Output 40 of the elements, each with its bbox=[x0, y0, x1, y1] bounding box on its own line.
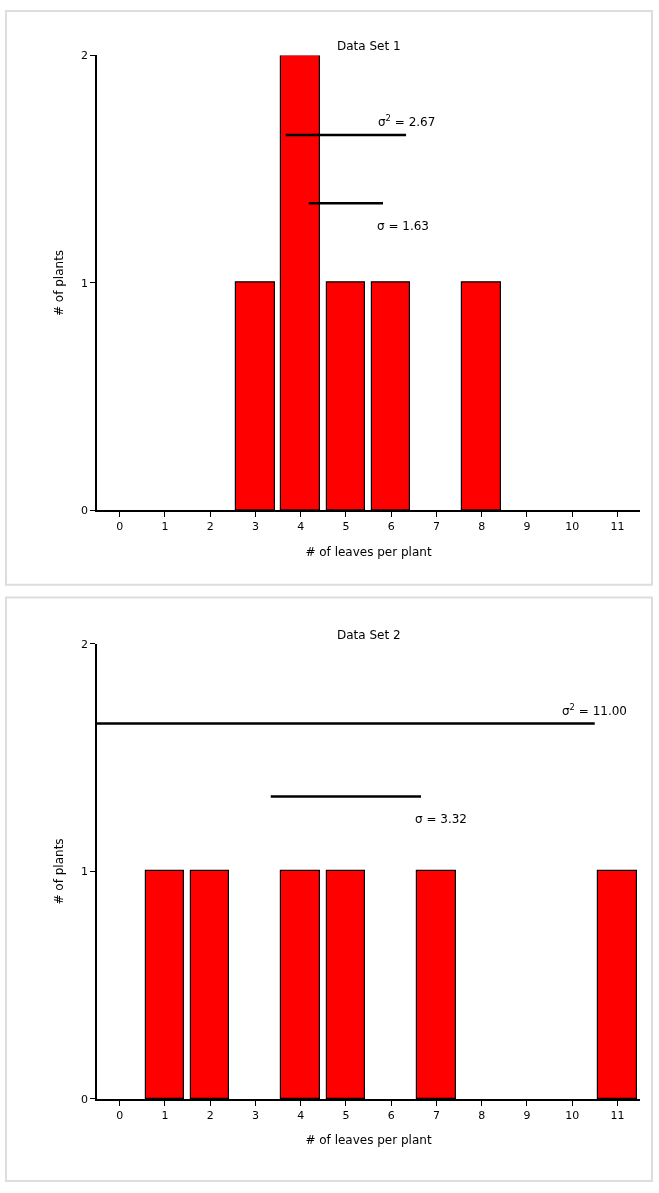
y-axis-title: # of plants bbox=[51, 838, 66, 905]
x-tick-label: 2 bbox=[206, 1108, 214, 1122]
x-tick-label: 9 bbox=[523, 1108, 531, 1122]
x-tick-label: 0 bbox=[116, 1108, 124, 1122]
x-tick-label: 6 bbox=[387, 520, 395, 534]
chart-title: Data Set 2 bbox=[337, 628, 401, 642]
x-tick-label: 7 bbox=[432, 520, 440, 534]
y-axis-title: # of plants bbox=[51, 249, 66, 317]
x-tick-label: 8 bbox=[478, 520, 486, 534]
x-tick-label: 7 bbox=[432, 1108, 440, 1122]
x-tick-label: 5 bbox=[342, 520, 350, 534]
x-tick-label: 1 bbox=[161, 1108, 169, 1122]
x-tick-label: 2 bbox=[206, 520, 214, 534]
annotation: σ$^{2}$ = 2.67 bbox=[378, 113, 436, 130]
x-tick-label: 4 bbox=[297, 1108, 305, 1122]
annotation: σ$^{2}$ = 11.00 bbox=[562, 702, 627, 719]
x-axis-title: # of leaves per plant bbox=[305, 544, 432, 559]
y-tick-label: 0 bbox=[81, 1092, 89, 1106]
y-tick-label: 2 bbox=[81, 49, 89, 63]
y-tick-label: 1 bbox=[81, 865, 89, 879]
y-tick-label: 1 bbox=[81, 276, 89, 290]
x-tick-label: 3 bbox=[251, 520, 259, 534]
x-tick-label: 3 bbox=[251, 1108, 259, 1122]
y-tick-label: 0 bbox=[81, 504, 89, 518]
x-tick-label: 10 bbox=[565, 520, 580, 534]
x-axis-title: # of leaves per plant bbox=[305, 1133, 432, 1148]
x-tick-label: 11 bbox=[610, 1108, 625, 1122]
x-tick-label: 5 bbox=[342, 1108, 350, 1122]
annotation: σ = 3.32 bbox=[415, 812, 468, 826]
x-tick-label: 11 bbox=[610, 520, 625, 534]
x-tick-label: 4 bbox=[297, 520, 305, 534]
chart-title: Data Set 1 bbox=[337, 39, 401, 53]
x-tick-label: 6 bbox=[387, 1108, 395, 1122]
y-tick-label: 2 bbox=[81, 637, 89, 651]
x-tick-label: 8 bbox=[478, 1108, 486, 1122]
x-tick-label: 1 bbox=[161, 520, 169, 534]
x-tick-label: 9 bbox=[523, 520, 531, 534]
x-tick-label: 0 bbox=[116, 520, 124, 534]
annotation: σ = 1.63 bbox=[377, 219, 430, 233]
x-tick-label: 10 bbox=[565, 1108, 580, 1122]
